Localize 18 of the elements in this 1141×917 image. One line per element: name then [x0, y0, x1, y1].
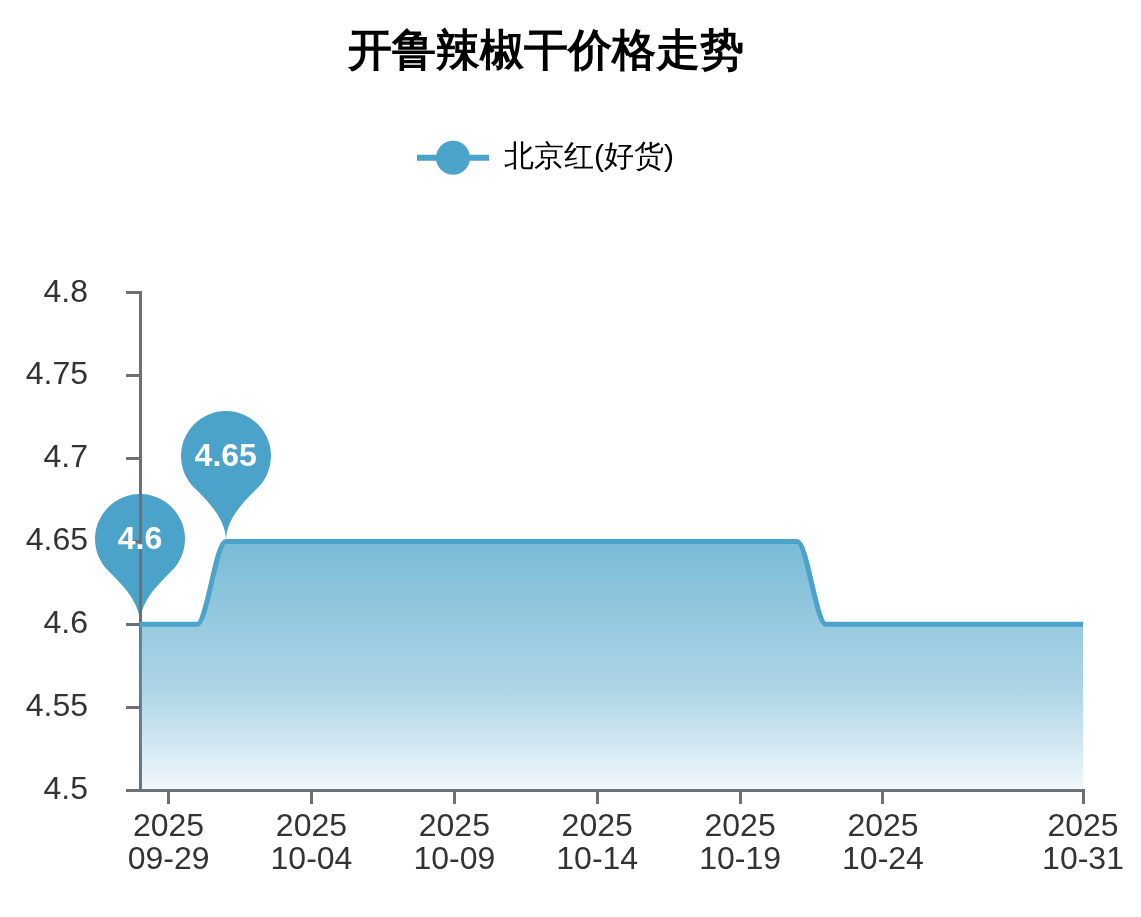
x-tick-label: 2025 10-19 — [699, 806, 782, 877]
y-tick-label: 4.6 — [43, 604, 88, 641]
y-tick-label: 4.8 — [43, 272, 88, 309]
data-label: 4.65 — [194, 437, 257, 474]
y-tick-label: 4.55 — [25, 686, 88, 723]
y-tick-label: 4.65 — [25, 521, 88, 558]
chart-title: 开鲁辣椒干价格走势 — [346, 24, 744, 74]
x-tick-label: 2025 10-14 — [556, 806, 639, 877]
x-tick-label: 2025 10-09 — [413, 806, 496, 877]
x-tick-label: 2025 10-31 — [1042, 806, 1124, 877]
legend-label: 北京红(好货) — [504, 139, 674, 173]
x-tick-label: 2025 10-24 — [842, 806, 924, 877]
y-tick-label: 4.5 — [43, 769, 88, 806]
x-tick-label: 2025 09-29 — [127, 806, 210, 877]
data-label: 4.6 — [117, 520, 163, 557]
x-tick-label: 2025 10-04 — [270, 806, 353, 877]
y-tick-label: 4.75 — [25, 355, 88, 392]
y-tick-label: 4.7 — [43, 438, 88, 475]
